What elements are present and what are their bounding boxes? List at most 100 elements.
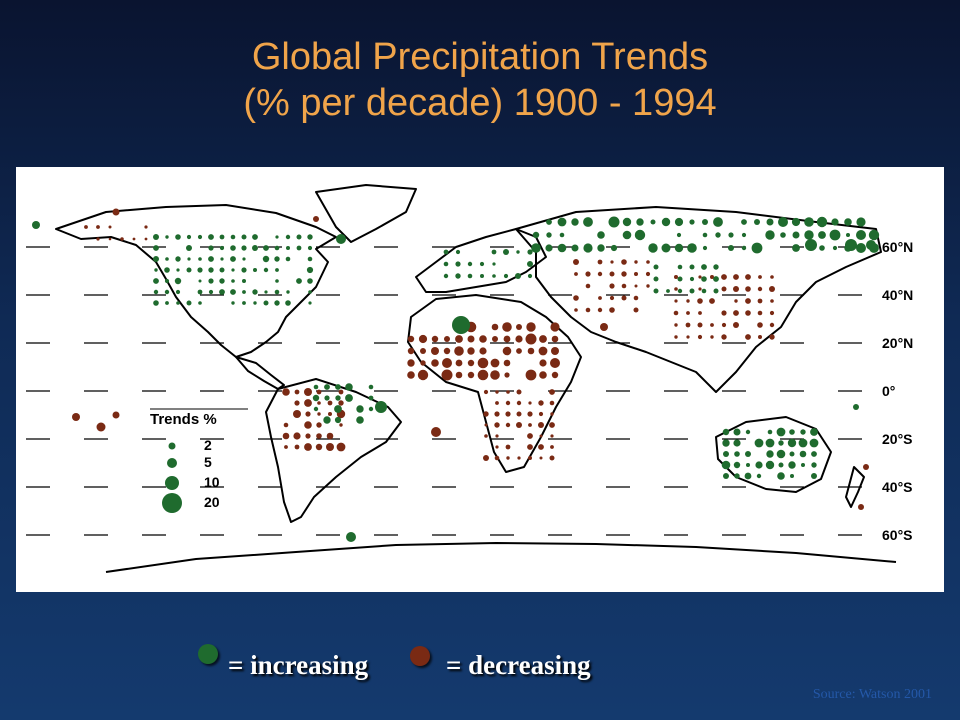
map-legend: Trends % 25 10 20	[150, 408, 248, 513]
increasing-trend-dot	[751, 242, 763, 254]
decreasing-trend-dot	[494, 411, 500, 417]
decreasing-trend-dot	[338, 400, 344, 406]
increasing-trend-dot	[187, 257, 191, 261]
decreasing-trend-dot	[283, 422, 289, 428]
decreasing-trend-dot	[769, 310, 775, 316]
increasing-trend-dot	[274, 289, 280, 295]
decreasing-trend-dot	[538, 411, 544, 417]
latitude-dashes	[26, 246, 862, 536]
increasing-trend-dot	[557, 217, 567, 227]
increasing-trend-dot	[728, 232, 734, 238]
increasing-trend-dot	[503, 273, 509, 279]
decreasing-trend-dot	[525, 333, 537, 345]
decreasing-trend-dot	[442, 358, 452, 368]
decreasing-trend-dot	[710, 275, 714, 279]
increasing-trend-dot	[231, 279, 235, 283]
decreasing-trend-dot	[757, 286, 763, 292]
decreasing-trend-dot	[551, 335, 559, 343]
increasing-trend-dot	[252, 289, 258, 295]
increasing-trend-dot	[674, 217, 684, 227]
increasing-trend-dot	[264, 290, 268, 294]
title-line-1: Global Precipitation Trends	[251, 36, 709, 78]
decreasing-trend-dot	[621, 271, 627, 277]
legend-dot	[167, 458, 177, 468]
decreasing-trend-dot	[573, 259, 579, 265]
decreasing-trend-dot	[502, 322, 512, 332]
decreasing-dot-icon	[410, 646, 430, 666]
increasing-trend-dot	[165, 235, 169, 239]
increasing-trend-dot	[788, 461, 796, 469]
decreasing-trend-dot	[549, 422, 555, 428]
latitude-labels: 60°N 40°N 20°N 0° 20°S 40°S 60°S	[882, 239, 913, 543]
increasing-trend-dot	[368, 384, 374, 390]
increasing-trend-dot	[274, 245, 280, 251]
increasing-trend-dot	[677, 288, 683, 294]
increasing-trend-dot	[175, 256, 181, 262]
decreasing-trend-dot	[600, 323, 608, 331]
new-zealand-outline	[845, 466, 865, 508]
south-america-outline	[265, 378, 402, 523]
decreasing-trend-dot	[674, 299, 678, 303]
decreasing-trend-dot	[745, 298, 751, 304]
decreasing-trend-dot	[294, 389, 300, 395]
increasing-trend-dot	[443, 249, 449, 255]
increasing-trend-dot	[766, 450, 774, 458]
increasing-trend-dot	[787, 438, 797, 448]
increasing-trend-dot	[452, 316, 470, 334]
increasing-trend-dot	[866, 240, 876, 250]
increasing-trend-dot	[241, 245, 247, 251]
legend-size-label: 2	[204, 437, 212, 453]
increasing-trend-dot	[597, 231, 605, 239]
decreasing-trend-dot	[757, 298, 763, 304]
increasing-trend-dot	[467, 273, 473, 279]
increasing-trend-dot	[32, 221, 40, 229]
decreasing-trend-dot	[313, 216, 319, 222]
increasing-trend-dot	[741, 219, 747, 225]
decreasing-trend-dot	[745, 274, 751, 280]
decreasing-trend-dot	[539, 335, 547, 343]
increasing-trend-dot	[766, 218, 774, 226]
decreasing-trend-dot	[549, 389, 555, 395]
increasing-trend-dot	[622, 230, 632, 240]
increasing-trend-dot	[531, 243, 541, 253]
decreasing-trend-dot	[328, 412, 332, 416]
decreasing-trend-dot	[327, 400, 333, 406]
increasing-trend-dot	[242, 279, 246, 283]
increasing-trend-dot	[230, 256, 236, 262]
decreasing-trend-dot	[574, 308, 578, 312]
increasing-trend-dot	[492, 274, 496, 278]
decreasing-trend-dot	[646, 260, 650, 264]
increasing-trend-dot	[856, 217, 866, 227]
central-america-outline	[235, 356, 285, 390]
decreasing-trend-dot	[585, 307, 591, 313]
decreasing-trend-dot	[495, 434, 499, 438]
increasing-trend-dot	[622, 217, 632, 227]
decreasing-trend-dot	[550, 445, 554, 449]
decreasing-trend-dot	[526, 322, 536, 332]
decreasing-trend-dot	[495, 390, 499, 394]
decreasing-trend-dot	[597, 271, 603, 277]
decreasing-trend-dot	[609, 283, 615, 289]
increasing-trend-dot	[809, 438, 819, 448]
increasing-trend-dot	[723, 451, 729, 457]
increasing-trend-dot	[455, 273, 461, 279]
decreasing-trend-dot	[549, 455, 555, 461]
increasing-trend-dot	[745, 451, 751, 457]
increasing-trend-dot	[176, 301, 180, 305]
decreasing-trend-dot	[282, 432, 290, 440]
increasing-trend-dot	[571, 244, 579, 252]
decreasing-trend-dot	[550, 434, 554, 438]
decreasing-trend-dot	[528, 423, 532, 427]
increasing-trend-dot	[800, 429, 806, 435]
increasing-trend-dot	[702, 219, 708, 225]
increasing-trend-dot	[368, 395, 374, 401]
antarctica-outline	[105, 542, 897, 573]
increasing-trend-dot	[208, 234, 214, 240]
increasing-trend-dot	[275, 268, 279, 272]
decreasing-trend-dot	[407, 359, 415, 367]
increasing-trend-dot	[368, 406, 374, 412]
map-svg: 60°N 40°N 20°N 0° 20°S 40°S 60°S Trends % 25 10…	[26, 184, 913, 573]
decreasing-trend-dot	[477, 357, 489, 369]
trend-dots	[32, 208, 880, 542]
decreasing-trend-dot	[112, 208, 120, 216]
